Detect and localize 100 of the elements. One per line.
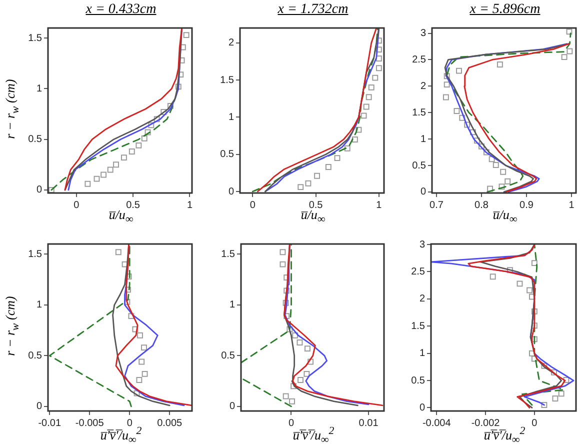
- y-tick-label: 2: [228, 38, 234, 49]
- y-tick-label: 1.5: [28, 248, 42, 260]
- point: [531, 322, 538, 329]
- point: [442, 94, 449, 100]
- chart-title: x = 0.433cm: [86, 2, 156, 18]
- point: [94, 176, 100, 182]
- y-tick-label: 0.5: [411, 375, 426, 386]
- point: [454, 108, 460, 114]
- y-tick-label: 1: [36, 83, 42, 94]
- point: [175, 84, 182, 90]
- point: [298, 184, 304, 190]
- y-tick-label: 0: [228, 186, 234, 198]
- point: [444, 73, 450, 80]
- point: [490, 274, 496, 280]
- x-tick-label: 0.7: [430, 200, 444, 211]
- point: [531, 308, 538, 314]
- point: [154, 116, 160, 122]
- point: [563, 377, 570, 383]
- point: [376, 56, 382, 62]
- chart-title: x = 5.896cm: [470, 2, 540, 18]
- point: [456, 68, 462, 74]
- point: [84, 180, 91, 187]
- y-tick-label: 1: [228, 112, 234, 123]
- y-tick-label: 1.5: [411, 320, 426, 332]
- point: [529, 350, 535, 356]
- point: [141, 135, 148, 142]
- point: [136, 377, 142, 384]
- point: [526, 287, 533, 294]
- point: [280, 261, 286, 268]
- point: [487, 186, 494, 192]
- x-tick-label: -0.002: [471, 418, 500, 429]
- chart-title: x = 1.732cm: [278, 2, 348, 18]
- point: [372, 74, 378, 81]
- y-tick-label: 0.5: [412, 160, 426, 172]
- y-tick-label: 2.5: [412, 54, 426, 66]
- point: [115, 249, 122, 256]
- y-tick-label: 0: [36, 401, 42, 412]
- point: [470, 129, 476, 136]
- point: [178, 72, 184, 78]
- y-tick-label: 0.5: [28, 350, 42, 362]
- y-tick-label: 2: [420, 80, 426, 92]
- point: [376, 46, 382, 53]
- point: [488, 156, 495, 162]
- y-tick-label: 0: [36, 184, 42, 196]
- point: [296, 340, 303, 346]
- y-tick-label: 0: [419, 402, 426, 414]
- point: [483, 149, 490, 156]
- point: [304, 346, 310, 352]
- point: [183, 32, 190, 38]
- point: [298, 377, 304, 384]
- point: [314, 172, 320, 179]
- point: [541, 362, 548, 369]
- point: [366, 94, 372, 100]
- point: [148, 122, 154, 128]
- point: [100, 172, 107, 178]
- point: [290, 383, 297, 390]
- x-tick-label: 1: [186, 200, 193, 211]
- point: [144, 129, 151, 136]
- point: [474, 138, 480, 144]
- point: [304, 370, 310, 377]
- x-tick-label: 0: [74, 200, 80, 211]
- y-tick-label: 0.5: [28, 134, 42, 146]
- x-tick-label: 0: [532, 418, 538, 429]
- point: [552, 396, 558, 402]
- point: [138, 358, 145, 365]
- point: [280, 249, 286, 256]
- point: [531, 356, 538, 362]
- y-tick-label: 1: [36, 300, 42, 311]
- point: [292, 332, 298, 338]
- point: [282, 300, 289, 306]
- y-tick-label: 0.5: [221, 350, 236, 362]
- point: [498, 184, 505, 190]
- point: [107, 166, 114, 173]
- point: [566, 48, 573, 54]
- x-tick-label: 0.01: [358, 418, 379, 429]
- x-axis-title: u̅/u$_{∞}$: [492, 207, 518, 226]
- point: [136, 142, 142, 148]
- point: [308, 358, 314, 365]
- y-tick-label: 1.5: [221, 248, 236, 260]
- point: [360, 112, 367, 119]
- point: [551, 369, 557, 376]
- point: [464, 122, 470, 128]
- x-tick-label: 0: [288, 418, 294, 429]
- y-tick-label: 1.5: [412, 107, 426, 118]
- point: [284, 288, 290, 294]
- point: [128, 313, 134, 320]
- x-tick-label: -0.005: [75, 418, 104, 429]
- point: [496, 62, 503, 68]
- y-tick-label: 1: [419, 348, 426, 360]
- y-tick-label: 0: [229, 401, 236, 412]
- x-tick-label: 0.005: [157, 418, 183, 429]
- point: [531, 260, 538, 266]
- x-tick-label: 0: [250, 200, 256, 211]
- point: [48, 186, 54, 193]
- y-tick-label: 0: [420, 186, 426, 198]
- point: [286, 326, 293, 332]
- point: [352, 136, 358, 142]
- point: [566, 28, 572, 35]
- point: [134, 390, 140, 396]
- point: [137, 332, 143, 338]
